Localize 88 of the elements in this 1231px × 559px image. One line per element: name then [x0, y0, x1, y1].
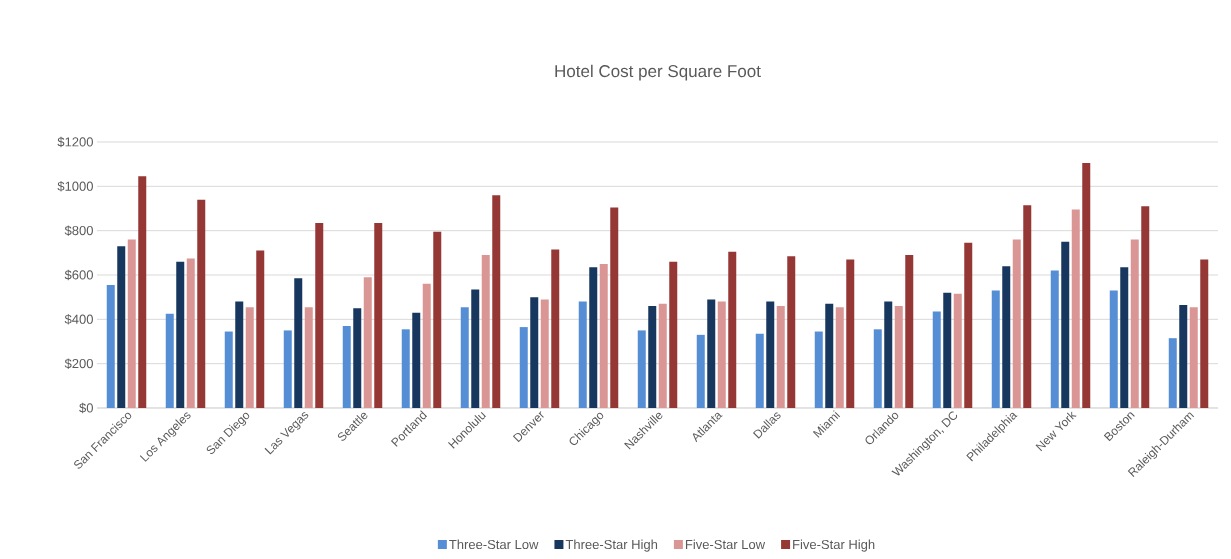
bar	[1012, 239, 1021, 408]
bar	[905, 255, 914, 408]
y-tick-label: $200	[64, 358, 93, 369]
bar	[707, 299, 716, 408]
bar	[363, 277, 372, 408]
bar	[1120, 267, 1129, 408]
bar	[1189, 307, 1198, 408]
bar	[433, 231, 442, 408]
bar	[315, 222, 324, 408]
bar	[599, 263, 608, 408]
y-tick-label: $1000	[57, 181, 93, 192]
bar	[825, 303, 834, 408]
bar	[540, 299, 549, 408]
bar	[766, 301, 775, 408]
bar	[1168, 338, 1177, 408]
legend-label: Three-Star High	[565, 539, 658, 552]
bar	[245, 307, 254, 408]
bar	[835, 307, 844, 408]
bar	[283, 330, 292, 408]
chart-title: Hotel Cost per Square Foot	[555, 64, 761, 81]
y-tick-label: $400	[64, 314, 93, 325]
bar	[846, 259, 855, 408]
bar	[755, 333, 764, 408]
bar	[728, 251, 737, 408]
bar	[138, 176, 147, 408]
bar	[873, 329, 882, 408]
y-tick-label: $800	[64, 225, 93, 236]
bar	[696, 334, 705, 408]
bar	[197, 199, 206, 408]
bar	[224, 331, 233, 408]
bar	[648, 306, 657, 408]
bar	[953, 293, 962, 408]
bar	[717, 301, 726, 408]
bar	[1179, 304, 1188, 408]
bar	[1141, 206, 1150, 408]
legend-label: Five-Star Low	[685, 539, 766, 550]
bar	[787, 256, 796, 408]
bar	[127, 239, 136, 408]
bar	[991, 290, 1000, 408]
bar	[117, 246, 126, 408]
bar	[460, 307, 469, 408]
bar	[1061, 241, 1070, 408]
bar	[964, 242, 973, 408]
bar	[1023, 205, 1032, 408]
bar	[471, 289, 480, 408]
bar	[658, 303, 667, 408]
y-tick-label: $1200	[57, 136, 93, 148]
bar	[1200, 259, 1209, 408]
bar	[1082, 163, 1091, 408]
bar	[1002, 266, 1011, 408]
bar	[932, 311, 941, 408]
bar	[492, 195, 501, 408]
bar	[186, 258, 195, 408]
bar	[943, 292, 952, 408]
legend-label: Five-Star High	[793, 539, 875, 552]
bar	[106, 284, 115, 408]
bar	[814, 331, 823, 408]
bar	[374, 222, 383, 408]
bar	[481, 255, 490, 408]
bar	[1050, 270, 1059, 408]
bar	[353, 308, 362, 408]
bar	[401, 329, 410, 408]
bar	[1130, 239, 1139, 408]
bar	[165, 313, 174, 408]
bar	[422, 283, 431, 408]
bar	[519, 327, 528, 408]
bar	[884, 301, 893, 408]
bar	[342, 325, 351, 408]
bar	[256, 250, 265, 408]
y-tick-label: $600	[64, 269, 93, 281]
y-tick-label: $0	[79, 402, 93, 414]
bar	[610, 207, 619, 408]
bar	[1109, 290, 1118, 408]
bar	[235, 301, 244, 408]
bar	[551, 249, 560, 408]
bar	[304, 307, 313, 408]
bar	[669, 261, 678, 408]
bar	[776, 306, 785, 408]
bar	[176, 261, 185, 408]
bar	[637, 330, 646, 408]
bar	[589, 267, 598, 408]
bar	[894, 306, 903, 408]
bar	[1071, 209, 1080, 408]
legend-label: Three-Star Low	[449, 539, 539, 550]
bar	[578, 301, 587, 408]
bar	[530, 297, 539, 408]
bar	[294, 278, 303, 408]
bar	[412, 312, 421, 408]
